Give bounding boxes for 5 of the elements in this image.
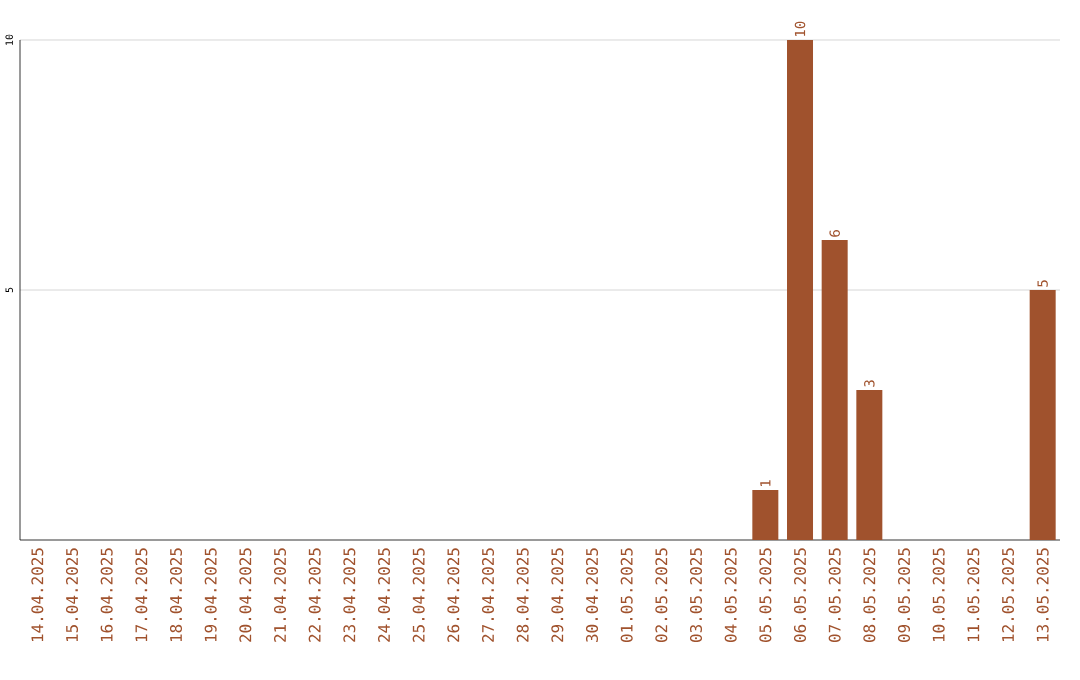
- bar: [821, 240, 848, 540]
- bar: [1029, 290, 1056, 540]
- bar: [752, 490, 779, 540]
- bar: [856, 390, 883, 540]
- bar: [787, 39, 814, 540]
